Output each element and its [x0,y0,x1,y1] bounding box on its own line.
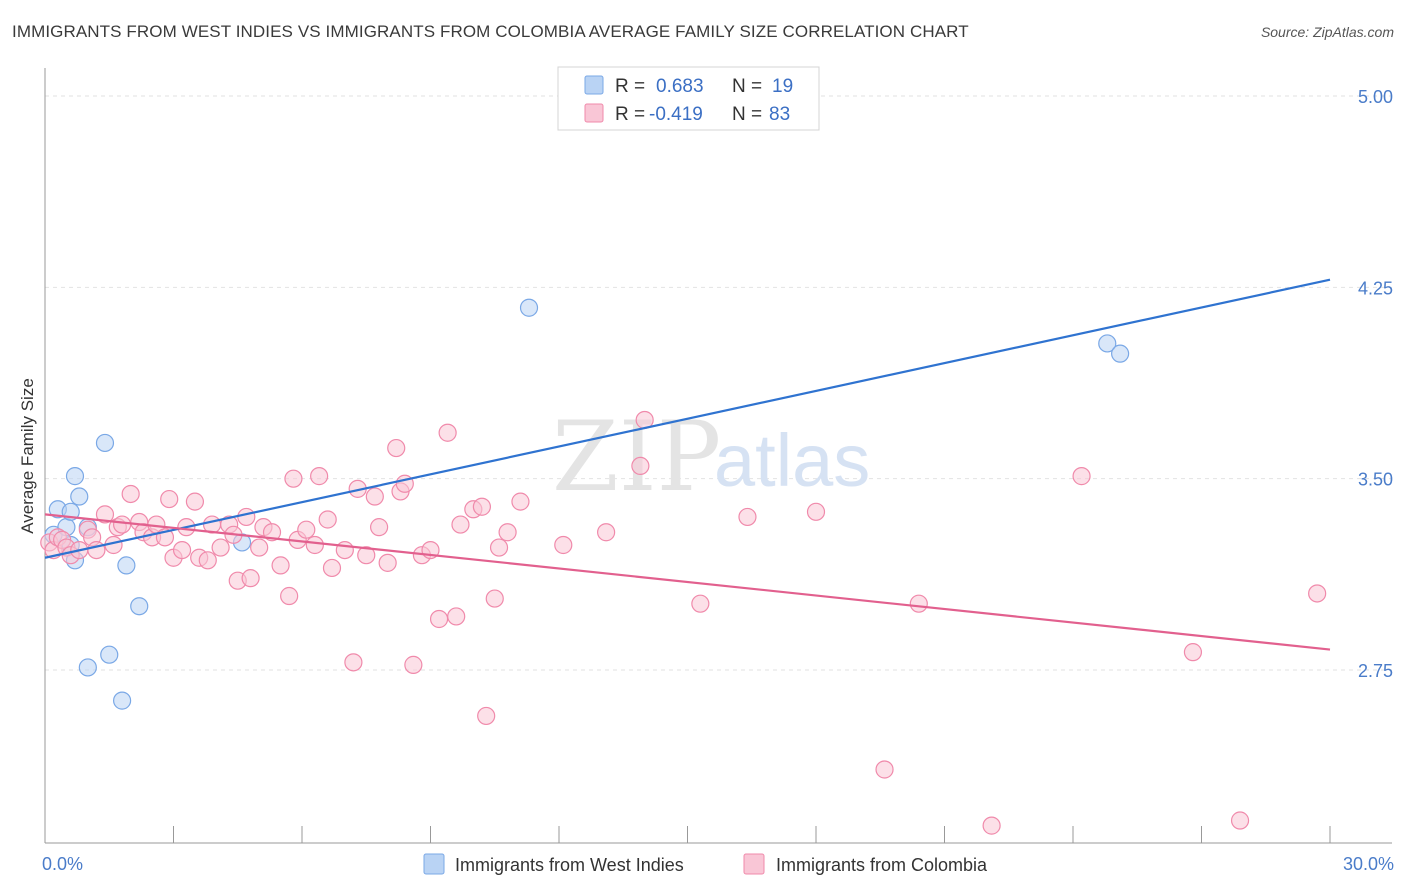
point-colombia-36 [262,523,282,542]
legend-n-label-2: N = [732,104,762,125]
point-colombia-70 [554,535,573,555]
point-colombia-39 [284,469,303,488]
point-colombia-56 [404,655,423,674]
point-colombia-61 [447,607,466,626]
point-colombia-59 [429,609,449,629]
point-colombia-69 [511,492,530,511]
point-colombia-44 [318,510,337,529]
data-points [40,298,1327,835]
point-colombia-34 [250,538,269,557]
y-axis-title: Average Family Size [18,378,37,534]
point-west-indies-8 [78,658,97,677]
legend-n-label-1: N = [732,76,762,97]
y-tick-label-3: 5.00 [1358,87,1393,107]
series-legend: Immigrants from West Indies Immigrants f… [423,853,988,875]
legend-r-label-2: R = [615,104,645,125]
series-legend-label-west-indies: Immigrants from West Indies [455,855,684,875]
legend-swatch-west-indies [584,75,604,95]
point-colombia-64 [472,497,491,516]
x-ticks [44,826,1331,843]
point-colombia-9 [87,540,106,560]
point-colombia-47 [344,653,363,672]
point-colombia-79 [982,816,1001,835]
point-west-indies-12 [112,691,132,710]
watermark-atlas: atlas [714,419,870,502]
point-west-indies-11 [100,645,119,664]
point-colombia-52 [378,553,397,572]
point-colombia-38 [280,586,299,606]
legend-n-value-1: 19 [772,76,793,97]
point-colombia-75 [738,507,757,527]
point-colombia-20 [160,489,179,509]
point-west-indies-18 [1111,344,1130,363]
point-colombia-26 [198,551,217,570]
point-west-indies-14 [130,597,149,616]
point-colombia-67 [489,538,509,557]
point-colombia-76 [806,502,826,521]
series-legend-swatch-colombia [743,853,765,875]
axes [44,68,1392,844]
point-colombia-80 [1072,467,1091,486]
chart-title: IMMIGRANTS FROM WEST INDIES VS IMMIGRANT… [12,22,969,41]
watermark: ZIP atlas [552,401,870,513]
point-colombia-14 [121,484,140,504]
y-tick-labels: 2.75 3.50 4.25 5.00 [1358,87,1393,681]
x-tick-label-max: 30.0% [1343,854,1394,874]
point-west-indies-7 [70,487,89,506]
point-colombia-82 [1230,811,1250,830]
point-colombia-33 [241,569,260,588]
point-colombia-83 [1308,584,1327,603]
trend-line-west-indies [44,278,1331,559]
point-colombia-49 [357,546,376,565]
legend-n-value-2: 83 [769,104,790,125]
point-west-indies-5 [65,467,85,486]
legend-r-value-1: 0.683 [656,76,704,97]
legend-swatch-colombia [584,103,604,123]
series-legend-label-colombia: Immigrants from Colombia [776,855,988,875]
point-colombia-41 [297,520,316,539]
y-tick-label-0: 2.75 [1358,661,1393,681]
point-colombia-10 [95,505,115,524]
point-colombia-78 [909,594,928,613]
point-colombia-51 [370,518,389,537]
point-colombia-37 [271,556,290,575]
point-colombia-22 [172,540,192,560]
point-colombia-42 [305,535,324,555]
point-colombia-53 [387,438,406,458]
point-colombia-66 [485,589,504,608]
point-colombia-13 [112,515,132,534]
legend-r-value-2: -0.419 [649,104,703,125]
point-colombia-43 [310,467,329,486]
point-colombia-60 [438,423,457,442]
point-colombia-72 [631,456,650,476]
trend-line-colombia [44,513,1331,651]
point-west-indies-17 [1098,334,1117,353]
point-colombia-45 [322,558,342,578]
point-colombia-71 [597,523,616,542]
trend-lines [44,278,1331,651]
point-colombia-24 [185,492,205,511]
source-credit: Source: ZipAtlas.com [1260,24,1394,40]
point-colombia-28 [211,538,230,557]
series-legend-swatch-west-indies [423,853,445,875]
point-colombia-46 [335,540,354,560]
point-colombia-32 [237,507,256,527]
point-colombia-65 [477,706,496,726]
point-colombia-74 [691,594,710,613]
point-colombia-50 [365,487,384,506]
y-tick-label-1: 3.50 [1358,470,1393,490]
point-colombia-62 [451,515,470,534]
grid-lines [45,95,1392,671]
point-west-indies-10 [95,433,115,453]
point-west-indies-13 [117,556,136,575]
x-tick-label-min: 0.0% [42,854,83,874]
point-colombia-81 [1183,643,1203,662]
legend-r-label-1: R = [615,76,645,97]
stats-legend: R = 0.683 N = 19 R = -0.419 N = 83 [557,66,820,131]
point-colombia-77 [875,760,894,779]
point-colombia-68 [498,523,517,542]
point-west-indies-16 [519,298,539,317]
y-tick-label-2: 4.25 [1358,278,1393,298]
